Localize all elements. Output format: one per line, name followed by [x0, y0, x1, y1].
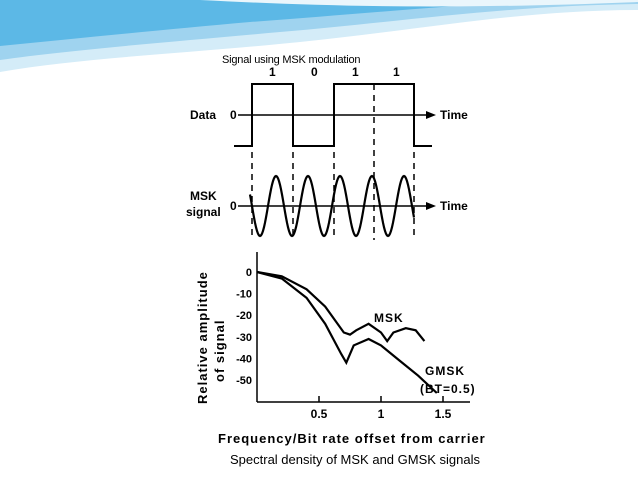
msk-waveform — [248, 174, 416, 238]
bit-label: 1 — [352, 65, 359, 79]
background-swoosh — [0, 0, 638, 72]
zero-label: 0 — [230, 199, 237, 213]
y-axis-title-line2: of signal — [212, 320, 227, 382]
spectrum-caption: Spectral density of MSK and GMSK signals — [230, 452, 481, 467]
msk-curve — [256, 270, 426, 343]
swoosh-highlight — [200, 0, 638, 7]
y-tick-label: 0 — [246, 267, 252, 279]
msk-series-label: MSK — [374, 311, 404, 325]
x-ticks: 0.5 1 1.5 — [311, 396, 452, 421]
zero-label: 0 — [230, 108, 237, 122]
y-tick-label: -20 — [236, 310, 252, 322]
gmsk-curve — [256, 270, 438, 394]
y-ticks: 0 -10 -20 -30 -40 -50 — [236, 267, 252, 387]
signal-label: signal — [186, 205, 221, 219]
msk-caption: Signal using MSK modulation — [222, 54, 361, 66]
gmsk-series-label: GMSK — [425, 364, 465, 378]
msk-axis-arrow — [426, 202, 436, 210]
y-tick-label: -50 — [236, 375, 252, 387]
swoosh-dark — [0, 0, 560, 46]
y-axis-title: Relative amplitude — [195, 271, 210, 404]
y-tick-label: -10 — [236, 289, 252, 301]
msk-label: MSK — [190, 189, 217, 203]
y-tick-label: -30 — [236, 332, 252, 344]
x-tick-label: 0.5 — [311, 407, 328, 421]
x-axis-title: Frequency/Bit rate offset from carrier — [218, 431, 486, 446]
time-label: Time — [440, 108, 468, 122]
x-tick-label: 1.5 — [435, 407, 452, 421]
bit-label: 1 — [269, 65, 276, 79]
data-axis-arrow — [426, 111, 436, 119]
x-tick-label: 1 — [378, 407, 385, 421]
gmsk-bt-label: (BT=0.5) — [420, 382, 476, 396]
data-label: Data — [190, 108, 216, 122]
data-waveform — [234, 83, 432, 147]
y-tick-label: -40 — [236, 353, 252, 365]
bit-label: 0 — [311, 65, 318, 79]
time-label: Time — [440, 199, 468, 213]
bit-label: 1 — [393, 65, 400, 79]
